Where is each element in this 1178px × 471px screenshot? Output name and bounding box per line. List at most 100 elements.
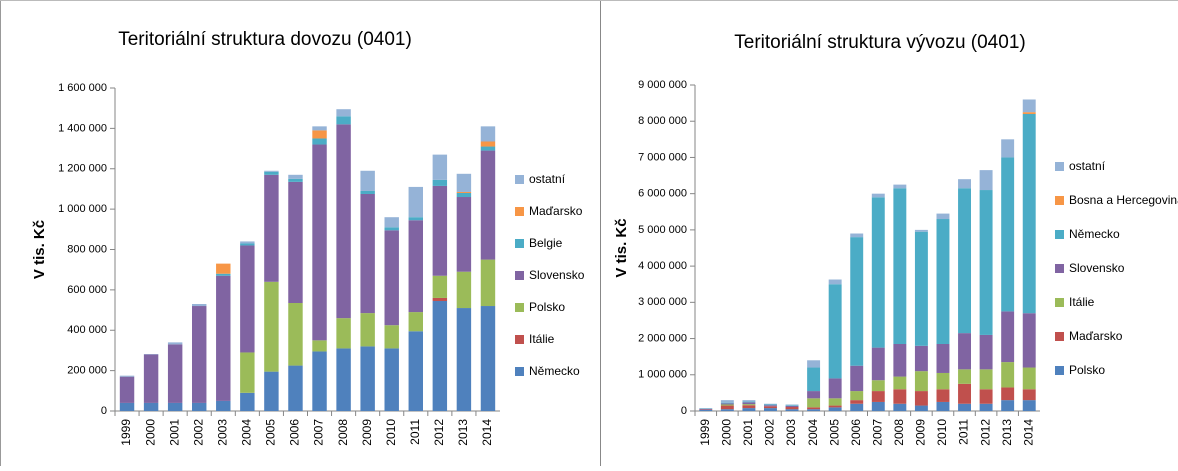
legend-label: Slovensko	[529, 268, 585, 282]
legend-label: Maďarsko	[529, 204, 583, 218]
bar-segment	[937, 344, 950, 373]
x-tick-label: 2011	[957, 419, 971, 445]
bar-segment	[264, 372, 278, 411]
legend-swatch	[515, 367, 524, 376]
bar-segment	[1001, 362, 1014, 387]
y-tick-label: 6 000 000	[638, 188, 687, 200]
bar-segment	[457, 193, 471, 197]
bar-segment	[958, 179, 971, 188]
bar-segment	[288, 366, 302, 411]
y-axis-label: V tis. Kč	[613, 218, 630, 277]
x-tick-label: 2008	[336, 419, 350, 446]
bar-segment	[216, 401, 230, 411]
bar-segment	[742, 402, 755, 403]
bar-segment	[721, 403, 734, 404]
bar-segment	[433, 186, 447, 276]
bar-segment	[786, 406, 799, 407]
x-tick-label: 2014	[480, 419, 494, 446]
bar-segment	[1001, 387, 1014, 400]
y-tick-label: 1 000 000	[58, 203, 107, 215]
bar-segment	[192, 306, 206, 403]
legend-label: Itálie	[529, 332, 555, 346]
legend-label: Itálie	[1069, 295, 1095, 309]
bar-segment	[385, 230, 399, 325]
x-tick-label: 2013	[456, 419, 470, 446]
bar-segment	[481, 126, 495, 141]
bar-segment	[915, 371, 928, 391]
bar-segment	[829, 284, 842, 378]
bar-segment	[409, 220, 423, 312]
bar-segment	[481, 147, 495, 151]
bar-segment	[409, 187, 423, 217]
bar-segment	[120, 377, 134, 403]
bar-segment	[980, 335, 993, 369]
bar-segment	[699, 409, 712, 410]
bar-segment	[893, 404, 906, 411]
bar-segment	[457, 174, 471, 192]
bar-segment	[958, 369, 971, 383]
bar-segment	[764, 406, 777, 408]
bar-segment	[336, 348, 350, 411]
bar-segment	[807, 360, 820, 367]
bar-segment	[481, 260, 495, 306]
bar-segment	[829, 406, 842, 408]
bar-segment	[264, 175, 278, 282]
y-tick-label: 400 000	[67, 324, 107, 336]
x-tick-label: 2001	[167, 419, 181, 446]
bar-segment	[360, 346, 374, 411]
bar-segment	[336, 109, 350, 116]
x-tick-label: 1999	[119, 419, 133, 446]
x-tick-label: 2010	[935, 419, 949, 446]
bar-segment	[807, 391, 820, 398]
bar-segment	[409, 217, 423, 220]
bar-segment	[829, 280, 842, 285]
bar-segment	[872, 194, 885, 198]
bar-segment	[144, 354, 158, 402]
bar-segment	[721, 409, 734, 411]
legend-label: Německo	[529, 364, 580, 378]
bar-segment	[312, 145, 326, 341]
bar-segment	[937, 402, 950, 411]
legend-label: Maďarsko	[1069, 329, 1123, 343]
legend-label: Slovensko	[1069, 261, 1125, 275]
bar-segment	[872, 348, 885, 381]
x-tick-label: 2003	[215, 419, 229, 446]
bar-segment	[786, 409, 799, 411]
bar-segment	[433, 276, 447, 298]
bar-segment	[915, 391, 928, 405]
bar-segment	[168, 344, 182, 403]
bar-segment	[980, 404, 993, 411]
bar-segment	[264, 172, 278, 175]
y-tick-label: 0	[101, 405, 107, 417]
bar-segment	[433, 180, 447, 186]
chart-title: Teritoriální struktura dovozu (0401)	[118, 29, 412, 50]
x-tick-label: 2010	[384, 419, 398, 446]
bar-segment	[336, 318, 350, 348]
x-tick-label: 2009	[914, 419, 928, 446]
x-tick-label: 2005	[827, 419, 841, 446]
legend-swatch	[515, 207, 524, 216]
bar-segment	[893, 344, 906, 377]
bar-segment	[1001, 311, 1014, 362]
bar-segment	[457, 197, 471, 272]
legend-swatch	[1055, 196, 1064, 205]
legend-swatch	[1055, 264, 1064, 273]
x-tick-label: 2006	[849, 419, 863, 446]
bar-segment	[980, 170, 993, 190]
bar-segment	[288, 303, 302, 366]
y-tick-label: 1 600 000	[58, 82, 107, 94]
bar-segment	[721, 404, 734, 405]
bar-segment	[915, 406, 928, 411]
legend-swatch	[1055, 298, 1064, 307]
bar-segment	[850, 404, 863, 411]
legend-swatch	[515, 239, 524, 248]
bar-segment	[240, 352, 254, 392]
y-tick-label: 0	[681, 405, 687, 417]
bar-segment	[893, 188, 906, 344]
bar-segment	[721, 400, 734, 403]
y-tick-label: 200 000	[67, 365, 107, 377]
x-tick-label: 2001	[741, 419, 755, 446]
legend-swatch	[515, 175, 524, 184]
bar-segment	[742, 408, 755, 411]
bar-segment	[850, 237, 863, 366]
